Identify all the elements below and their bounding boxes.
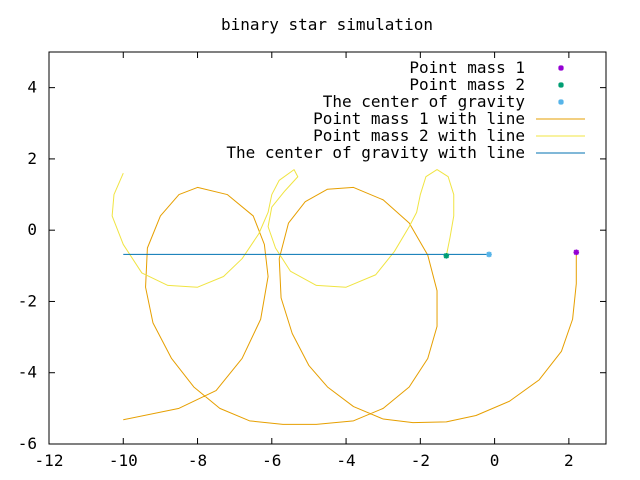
y-tick-label: 0: [27, 220, 37, 239]
x-tick-label: -8: [188, 451, 207, 470]
legend-label-the-center-of-gravity: The center of gravity: [323, 92, 526, 111]
legend-label-point-mass-1-with-line: Point mass 1 with line: [313, 109, 525, 128]
legend-label-point-mass-2: Point mass 2: [409, 75, 525, 94]
legend-label-the-center-of-gravity-with-line: The center of gravity with line: [226, 143, 525, 162]
y-tick-label: -2: [18, 291, 37, 310]
x-tick-label: -2: [411, 451, 430, 470]
axes: -12 -10 -8 -6 -4 -2 0 2 -6 -4 -2 0 2 4: [18, 51, 607, 470]
chart-title: binary star simulation: [221, 15, 433, 34]
y-tick-label: -4: [18, 363, 37, 382]
series-line-point-mass-2-with-line: [111, 169, 455, 288]
legend-marker-point-mass-2: [558, 82, 564, 88]
series-line-point-mass-1-with-line: [123, 186, 577, 425]
legend-label-point-mass-2-with-line: Point mass 2 with line: [313, 126, 525, 145]
y-tick-label: 2: [27, 149, 37, 168]
x-tick-label: 0: [490, 451, 500, 470]
x-tick-label: -4: [336, 451, 355, 470]
x-tick-label: -10: [109, 451, 138, 470]
x-tick-label: -12: [35, 451, 64, 470]
point-the-center-of-gravity: [486, 251, 492, 258]
point-point-mass-1: [573, 249, 580, 256]
legend-label-point-mass-1: Point mass 1: [409, 58, 525, 77]
legend-marker-the-center-of-gravity: [558, 99, 564, 105]
y-tick-label: 4: [27, 78, 37, 97]
point-point-mass-2: [443, 253, 450, 259]
legend-marker-point-mass-1: [558, 65, 564, 71]
plot-frame: [48, 51, 607, 445]
plot-area: [111, 169, 580, 425]
x-tick-label: -6: [262, 451, 281, 470]
y-tick-label: -6: [18, 434, 37, 453]
x-tick-label: 2: [564, 451, 574, 470]
